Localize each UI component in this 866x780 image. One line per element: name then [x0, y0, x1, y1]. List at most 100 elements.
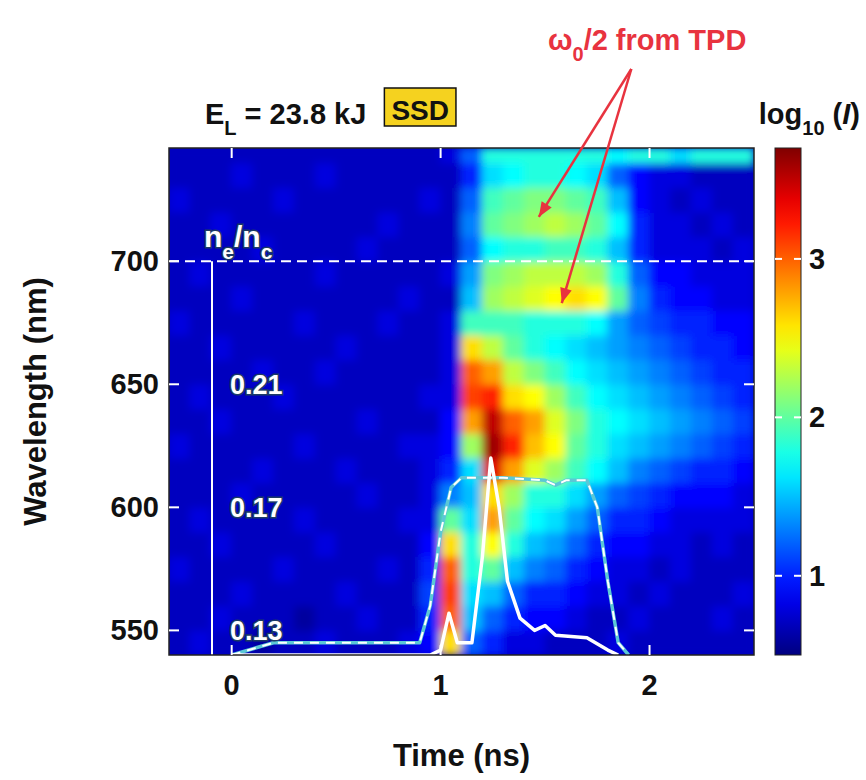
cell	[377, 261, 399, 287]
chart: 0.210.170.13ne/nc012550600650700Time (ns…	[0, 0, 866, 780]
cell	[461, 187, 483, 213]
cell	[607, 556, 629, 582]
cell	[419, 148, 441, 163]
cell	[733, 581, 754, 607]
cell	[252, 433, 274, 459]
cell	[649, 531, 671, 557]
cell	[691, 285, 713, 311]
cell	[315, 236, 337, 262]
cell	[377, 408, 399, 434]
cell	[398, 556, 420, 582]
cell	[482, 384, 504, 410]
cell	[524, 236, 546, 262]
cell	[169, 236, 190, 262]
cell	[733, 531, 754, 557]
cell	[733, 458, 754, 484]
cell	[294, 408, 316, 434]
cell	[231, 581, 253, 607]
cell	[712, 285, 734, 311]
cell	[545, 433, 567, 459]
cell	[712, 359, 734, 385]
cell	[670, 384, 692, 410]
cell	[545, 581, 567, 607]
cell	[210, 433, 232, 459]
colorbar-tick	[794, 258, 801, 260]
cell	[691, 433, 713, 459]
cell	[628, 359, 650, 385]
cell	[628, 630, 650, 655]
cell	[189, 556, 211, 582]
cell	[691, 408, 713, 434]
cell	[607, 148, 629, 163]
cell	[586, 285, 608, 311]
cell	[503, 630, 525, 655]
cell	[712, 408, 734, 434]
cell	[336, 531, 358, 557]
cell	[733, 261, 754, 287]
cell	[545, 359, 567, 385]
cell	[273, 310, 295, 336]
cell	[189, 310, 211, 336]
cell	[210, 482, 232, 508]
cell	[670, 605, 692, 631]
cell	[357, 162, 379, 188]
cell	[273, 148, 295, 163]
cell	[524, 285, 546, 311]
cell	[315, 482, 337, 508]
cell	[461, 211, 483, 237]
cell	[357, 605, 379, 631]
cell	[545, 507, 567, 533]
y-axis-title: Wavelength (nm)	[18, 277, 53, 526]
cell	[231, 531, 253, 557]
cell	[419, 458, 441, 484]
cell	[649, 285, 671, 311]
cell	[169, 581, 190, 607]
cell	[377, 384, 399, 410]
cell	[733, 408, 754, 434]
cell	[357, 531, 379, 557]
x-tick-top	[440, 148, 442, 158]
cell	[607, 458, 629, 484]
cell	[189, 285, 211, 311]
cell	[210, 556, 232, 582]
cell	[586, 211, 608, 237]
text-part: )	[850, 98, 860, 130]
cell	[398, 187, 420, 213]
text-part: e	[222, 240, 234, 263]
cell	[712, 605, 734, 631]
cell	[294, 384, 316, 410]
cell	[231, 310, 253, 336]
cell	[503, 162, 525, 188]
y-tick-label: 650	[111, 368, 159, 400]
cell	[503, 507, 525, 533]
cell	[189, 148, 211, 163]
cell	[524, 384, 546, 410]
cell	[252, 556, 274, 582]
cell	[398, 310, 420, 336]
pulse-line-dash	[232, 478, 629, 655]
cell	[419, 507, 441, 533]
cell	[315, 148, 337, 163]
cell	[252, 458, 274, 484]
cell	[419, 187, 441, 213]
density-tick-label: 0.13	[230, 616, 283, 646]
cell	[440, 187, 462, 213]
cell	[273, 236, 295, 262]
cell	[524, 556, 546, 582]
cell	[315, 581, 337, 607]
cell	[607, 335, 629, 361]
cell	[712, 261, 734, 287]
cell	[691, 310, 713, 336]
cell	[691, 335, 713, 361]
plot-background	[169, 148, 754, 655]
cell	[189, 482, 211, 508]
cell	[712, 187, 734, 213]
x-tick-label: 0	[224, 669, 240, 701]
cell	[440, 581, 462, 607]
cell	[712, 458, 734, 484]
cell	[670, 211, 692, 237]
arrow-head	[539, 201, 552, 217]
cell	[252, 335, 274, 361]
cell	[691, 458, 713, 484]
cell	[315, 310, 337, 336]
